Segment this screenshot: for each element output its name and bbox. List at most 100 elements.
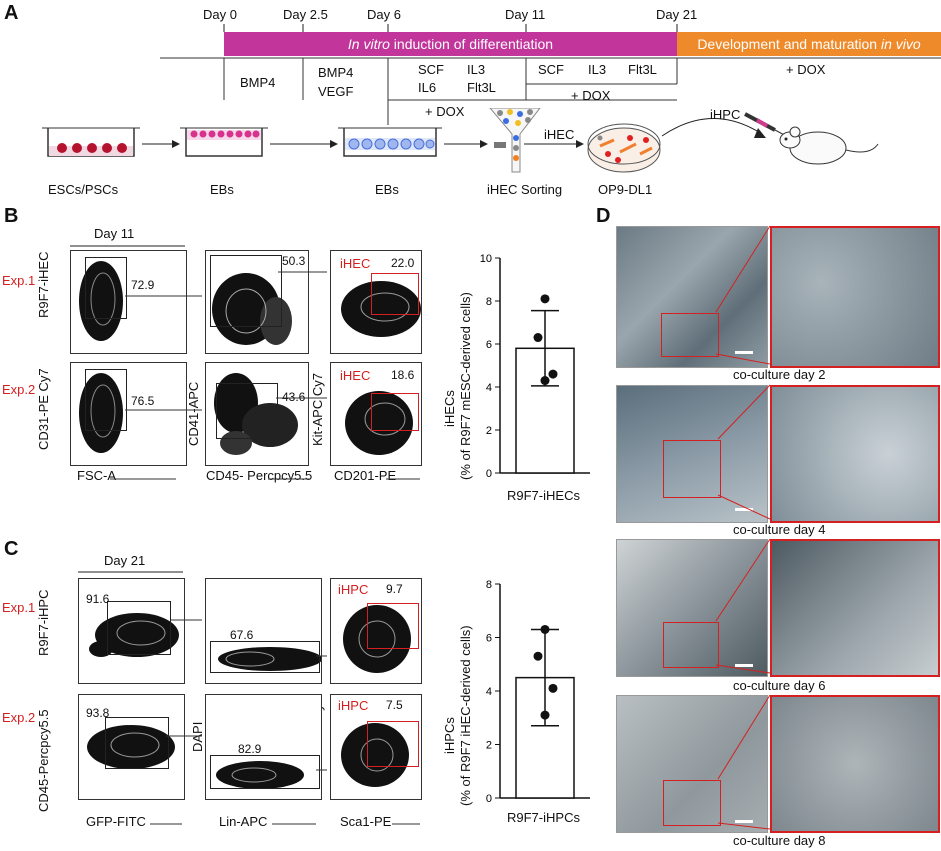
eb-dish-blue-icon <box>338 127 442 157</box>
stage2-bmp4: BMP4 <box>318 65 354 80</box>
c-bar-chart: 0 2 4 6 8 <box>440 578 590 843</box>
c-bar-point-2 <box>548 683 558 693</box>
c-bar-point-1 <box>533 651 543 661</box>
stage4-scf: SCF <box>538 62 564 77</box>
b-exp2-gate-2 <box>216 383 278 439</box>
sorting-funnel-icon <box>489 108 541 173</box>
d-day6-zoom <box>770 539 940 677</box>
d-day6-roi <box>663 622 719 668</box>
eb-dish-icon <box>180 127 268 157</box>
op9-dish-icon <box>587 123 661 173</box>
invivo-italic: in vivo <box>880 36 921 52</box>
c-bar-point-3 <box>540 710 550 720</box>
b-exp1-ihec-label: iHEC <box>340 256 371 271</box>
c-exp2-ihpc-label: iHPC <box>338 698 369 713</box>
b-x-arrow-2 <box>268 478 310 480</box>
c-bar-ytick-label-1: 2 <box>486 740 492 752</box>
c-exp1-gate-1 <box>107 601 171 655</box>
b-bar-ytick-label-1: 2 <box>486 425 492 437</box>
d-day2-scalebar <box>735 351 753 354</box>
b-bar-ytick-label-3: 6 <box>486 339 492 351</box>
invivo-text: Development and maturation <box>697 36 881 52</box>
b-exp1-gate-2 <box>210 255 282 327</box>
b-bar-ytick-label-5: 10 <box>480 253 492 265</box>
b-exp2-gate-1 <box>85 369 127 431</box>
b-exp1-gate-1 <box>85 257 127 319</box>
stage2-vegf: VEGF <box>318 84 354 99</box>
mouse-icon <box>779 126 879 165</box>
c-exp1-facs-2 <box>205 578 322 684</box>
b-exp1-value-3: 22.0 <box>391 256 415 270</box>
c-exp2-gate-2 <box>210 755 320 789</box>
c-exp1-value-2: 67.6 <box>230 628 254 642</box>
c-bar-ytick-label-4: 8 <box>486 579 492 591</box>
c-exp2-value-1: 93.8 <box>86 706 110 720</box>
d-caption-day6: co-culture day 6 <box>733 678 826 693</box>
workflow-label-op9: OP9-DL1 <box>598 182 653 197</box>
c-x-arrow-1 <box>150 823 182 825</box>
b-bar-chart: 0 2 4 6 8 10 <box>440 252 590 517</box>
stage5-dox: + DOX <box>786 62 826 77</box>
d-day6-scalebar <box>735 664 753 667</box>
b-bar-ytick-label-2: 4 <box>486 382 492 394</box>
b-x-arrow-1 <box>110 478 176 480</box>
c-exp2-gate-ihpc <box>367 721 419 767</box>
panel-label-a: A <box>4 2 19 24</box>
c-x-arrow-2 <box>272 823 316 825</box>
panel-label-b: B <box>4 205 19 227</box>
b-y-axis-cd31: CD31-PE Cy7 <box>36 368 51 450</box>
b-x-axis-cd201: CD201-PE <box>334 468 397 483</box>
d-day2-roi <box>661 313 719 357</box>
b-bar-ylabel-1: iHECs <box>442 390 457 427</box>
c-exp2-gate-1 <box>105 717 169 769</box>
c-exp2-value-3: 7.5 <box>386 698 403 712</box>
c-day21-line <box>78 571 183 573</box>
c-y-axis-dapi: DAPI <box>190 721 205 752</box>
invitro-text: induction of differentiation <box>389 36 554 52</box>
stage3-scf: SCF <box>418 62 444 77</box>
c-exp1-facs-1 <box>78 578 185 684</box>
workflow-label-ebs-1: EBs <box>210 182 234 197</box>
c-exp1-gate-2 <box>210 641 320 673</box>
day-2-5-label: Day 2.5 <box>283 7 328 22</box>
b-exp2-label: Exp.2 <box>2 382 36 397</box>
c-x-arrow-3 <box>392 823 420 825</box>
panel-label-c: C <box>4 538 19 560</box>
d-day4-roi <box>663 440 721 498</box>
workflow-label-ebs-2: EBs <box>375 182 399 197</box>
b-bar-category: R9F7-iHECs <box>507 488 580 503</box>
syringe-icon <box>744 112 789 138</box>
d-day2-zoom <box>770 226 940 368</box>
c-x-axis-gfp: GFP-FITC <box>86 814 146 829</box>
c-exp2-value-2: 82.9 <box>238 742 262 756</box>
b-bar-ytick-label-0: 0 <box>486 468 492 480</box>
stage3-il6: IL6 <box>418 80 437 95</box>
stage4-il3: IL3 <box>588 62 607 77</box>
c-row-axis: R9F7-iHPC <box>36 589 51 656</box>
c-exp2-label: Exp.2 <box>2 710 36 725</box>
c-exp2-facs-2 <box>205 694 322 800</box>
c-bar-ylabel-1: iHPCs <box>442 717 457 754</box>
b-row-axis: R9F7-iHEC <box>36 251 51 318</box>
arrow-ihec-label: iHEC <box>544 127 575 142</box>
invitro-italic: In vitro <box>347 36 390 52</box>
b-x-arrow-3 <box>386 478 420 480</box>
b-exp1-facs-1 <box>70 250 187 354</box>
b-bar-point-3 <box>540 376 550 386</box>
b-bar-point-2 <box>548 369 558 379</box>
d-day8-roi <box>663 780 721 826</box>
b-y-axis-cd41: CD41-APC <box>186 381 201 446</box>
b-day11-line <box>70 245 185 247</box>
c-exp1-label: Exp.1 <box>2 600 36 615</box>
c-x-axis-sca1: Sca1-PE <box>340 814 392 829</box>
c-exp1-value-3: 9.7 <box>386 582 403 596</box>
panel-label-d: D <box>596 205 611 227</box>
d-day4-zoom <box>770 385 940 523</box>
b-exp1-facs-3 <box>330 250 422 354</box>
stage4-flt3l: Flt3L <box>628 62 657 77</box>
b-day11-label: Day 11 <box>94 226 135 241</box>
d-day4-scalebar <box>735 508 753 511</box>
d-day4-overview <box>616 385 768 523</box>
d-day8-scalebar <box>735 820 753 823</box>
stage1-bmp4: BMP4 <box>240 75 276 90</box>
